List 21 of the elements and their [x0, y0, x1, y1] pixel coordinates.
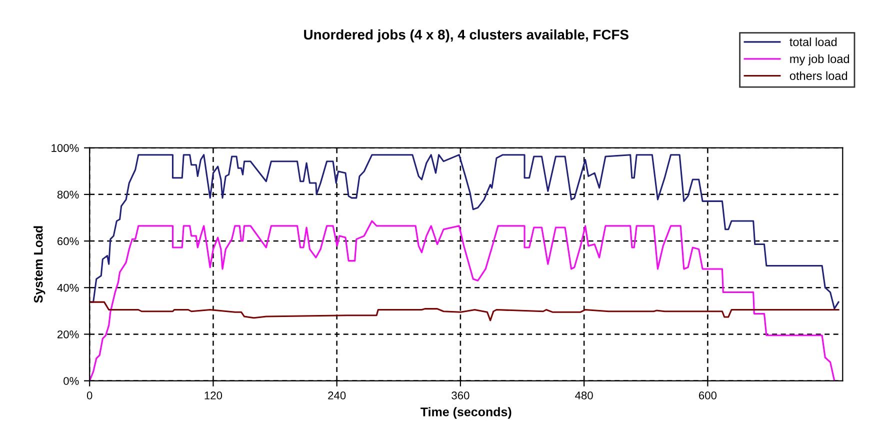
x-tick-label: 480: [575, 392, 593, 400]
x-tick-label: 120: [204, 392, 222, 400]
x-tick-label: 600: [698, 392, 717, 400]
x-tick-label: 0: [86, 392, 92, 400]
chart-title: Unordered jobs (4 x 8), 4 clusters available, FCFS: [304, 29, 628, 42]
y-tick-label: 80%: [57, 190, 79, 199]
y-tick-label: 60%: [57, 237, 79, 246]
y-tick-label: 0%: [64, 377, 79, 385]
legend-label: my job load: [790, 54, 850, 66]
line-series: [90, 301, 840, 322]
line-series: [90, 220, 836, 381]
legend-label: total load: [790, 38, 837, 46]
x-tick-label: 240: [328, 392, 346, 400]
y-axis-title: System Load: [34, 226, 46, 303]
x-tick-label: 360: [452, 392, 470, 400]
y-tick-label: 20%: [57, 330, 79, 338]
x-axis-title: Time (seconds): [420, 407, 512, 419]
y-tick-label: 100%: [52, 144, 79, 152]
line-series: [90, 154, 840, 310]
y-tick-label: 40%: [57, 284, 79, 292]
legend-label: others load: [790, 71, 848, 80]
